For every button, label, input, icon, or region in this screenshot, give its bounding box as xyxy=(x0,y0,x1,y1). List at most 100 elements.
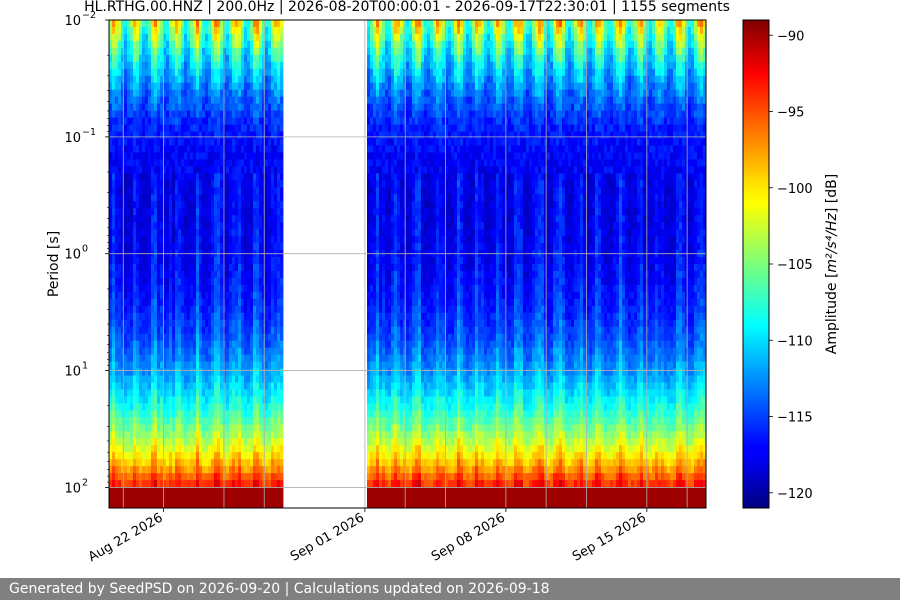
heatmap-cell xyxy=(190,208,194,216)
heatmap-cell xyxy=(139,138,143,146)
heatmap-cell xyxy=(112,20,116,28)
heatmap-cell xyxy=(133,487,137,495)
heatmap-cell xyxy=(136,54,140,63)
heatmap-cell xyxy=(253,257,257,265)
heatmap-cell xyxy=(256,124,260,132)
heatmap-cell xyxy=(157,82,161,91)
heatmap-cell xyxy=(262,424,266,432)
heatmap-cell xyxy=(181,26,185,35)
heatmap-column xyxy=(166,20,170,508)
heatmap-cell xyxy=(175,145,179,153)
heatmap-cell xyxy=(145,368,149,376)
heatmap-cell xyxy=(250,445,254,453)
heatmap-cell xyxy=(262,354,266,362)
heatmap-cell xyxy=(250,187,254,195)
heatmap-cell xyxy=(136,159,140,167)
heatmap-cell xyxy=(280,480,284,488)
heatmap-cell xyxy=(220,389,224,397)
heatmap-cell xyxy=(151,382,155,390)
heatmap-column xyxy=(241,20,245,508)
heatmap-cell xyxy=(190,222,194,230)
heatmap-cell xyxy=(169,82,173,91)
heatmap-cell xyxy=(199,68,203,77)
heatmap-cell xyxy=(118,480,122,488)
heatmap-cell xyxy=(181,33,185,42)
heatmap-cell xyxy=(235,452,239,460)
heatmap-column xyxy=(124,20,128,508)
heatmap-cell xyxy=(169,284,173,293)
heatmap-cell xyxy=(127,138,131,146)
heatmap-cell xyxy=(136,145,140,153)
heatmap-cell xyxy=(121,480,125,488)
heatmap-cell xyxy=(211,180,215,188)
heatmap-cell xyxy=(253,501,257,508)
heatmap-cell xyxy=(238,361,242,369)
heatmap-cell xyxy=(187,152,191,160)
heatmap-cell xyxy=(112,375,116,383)
heatmap-cell xyxy=(373,319,377,328)
heatmap-cell xyxy=(244,208,248,216)
heatmap-cell xyxy=(187,410,191,418)
heatmap-cell xyxy=(208,117,212,125)
heatmap-cell xyxy=(130,354,134,362)
heatmap-cell xyxy=(205,438,209,446)
heatmap-cell xyxy=(400,452,404,460)
heatmap-cell xyxy=(397,264,401,272)
heatmap-cell xyxy=(370,20,374,28)
heatmap-cell xyxy=(169,396,173,404)
heatmap-cell xyxy=(184,61,188,70)
heatmap-cell xyxy=(232,110,236,118)
heatmap-cell xyxy=(241,40,245,49)
heatmap-cell xyxy=(250,180,254,188)
heatmap-cell xyxy=(235,173,239,181)
heatmap-cell xyxy=(115,375,119,383)
heatmap-cell xyxy=(223,368,227,376)
heatmap-cell xyxy=(121,103,125,112)
heatmap-cell xyxy=(166,187,170,195)
heatmap-cell xyxy=(166,291,170,300)
heatmap-cell xyxy=(268,389,272,397)
heatmap-cell xyxy=(211,215,215,223)
heatmap-cell xyxy=(154,298,158,307)
heatmap-cell xyxy=(220,47,224,56)
heatmap-cell xyxy=(178,494,182,502)
heatmap-cell xyxy=(250,340,254,349)
heatmap-cell xyxy=(130,20,134,28)
heatmap-cell xyxy=(190,54,194,63)
heatmap-cell xyxy=(193,284,197,293)
heatmap-cell xyxy=(214,389,218,397)
heatmap-cell xyxy=(118,75,122,84)
heatmap-cell xyxy=(244,452,248,460)
heatmap-cell xyxy=(109,47,113,56)
heatmap-cell xyxy=(271,445,275,453)
heatmap-cell xyxy=(274,340,278,349)
heatmap-cell xyxy=(139,326,143,335)
heatmap-cell xyxy=(265,264,269,272)
heatmap-cell xyxy=(259,124,263,132)
heatmap-cell xyxy=(367,417,371,425)
heatmap-cell xyxy=(214,403,218,411)
heatmap-cell xyxy=(226,131,230,139)
heatmap-cell xyxy=(109,396,113,404)
heatmap-cell xyxy=(256,494,260,502)
heatmap-cell xyxy=(241,382,245,390)
heatmap-cell xyxy=(235,222,239,230)
heatmap-cell xyxy=(370,494,374,502)
heatmap-cell xyxy=(112,270,116,279)
heatmap-cell xyxy=(160,270,164,279)
heatmap-column xyxy=(247,20,251,508)
heatmap-cell xyxy=(220,208,224,216)
heatmap-cell xyxy=(154,26,158,35)
heatmap-cell xyxy=(193,319,197,328)
heatmap-cell xyxy=(385,459,389,467)
heatmap-cell xyxy=(160,243,164,251)
heatmap-cell xyxy=(160,131,164,139)
heatmap-cell xyxy=(241,284,245,293)
heatmap-cell xyxy=(388,466,392,474)
heatmap-cell xyxy=(145,473,149,481)
heatmap-cell xyxy=(127,368,131,376)
heatmap-cell xyxy=(232,438,236,446)
heatmap-cell xyxy=(193,152,197,160)
heatmap-column xyxy=(373,20,377,508)
heatmap-cell xyxy=(220,215,224,223)
